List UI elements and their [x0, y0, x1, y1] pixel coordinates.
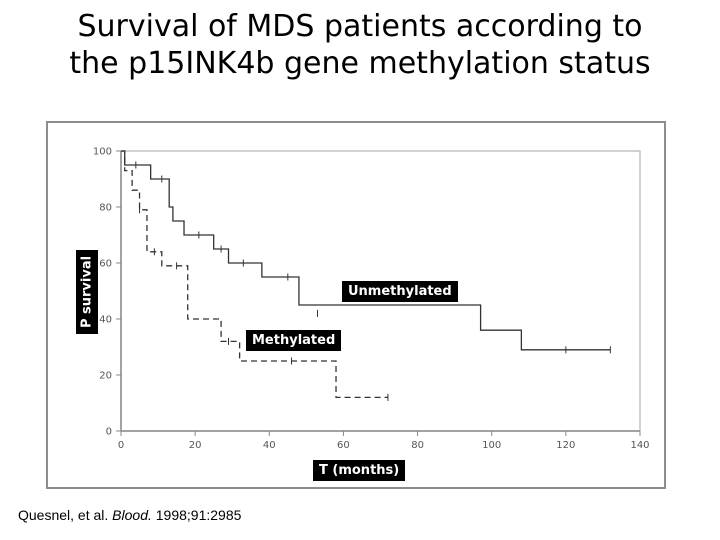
x-tick-label: 40 — [263, 440, 276, 451]
figure-frame — [46, 121, 666, 489]
series-lines — [121, 150, 611, 401]
x-tick-label: 20 — [189, 440, 202, 451]
y-axis-label: P survival — [76, 250, 98, 334]
axes — [120, 150, 641, 432]
x-axis-ticks: 0 20 40 60 80 100 120 140 — [118, 431, 650, 451]
series-line-unmethylated — [121, 150, 611, 351]
citation-journal: Blood. — [112, 507, 152, 523]
y-tick-label: 20 — [99, 371, 112, 382]
x-tick-label: 100 — [482, 440, 501, 451]
x-axis-label: T (months) — [313, 460, 406, 481]
annotation-methylated: Methylated — [246, 330, 342, 351]
citation-authors: Quesnel, et al. — [18, 507, 109, 523]
y-tick-label: 60 — [99, 259, 112, 270]
y-tick-label: 0 — [106, 427, 112, 438]
annotation-methylated-text: Methylated — [252, 333, 336, 348]
y-tick-label: 100 — [93, 147, 112, 158]
y-tick-label: 40 — [99, 315, 112, 326]
x-tick-label: 60 — [337, 440, 350, 451]
x-tick-label: 120 — [556, 440, 575, 451]
citation: Quesnel, et al. Blood. 1998;91:2985 — [18, 507, 241, 523]
series-line-methylated — [121, 150, 388, 399]
x-tick-label: 80 — [411, 440, 424, 451]
y-axis-label-text: P survival — [79, 255, 95, 329]
x-axis-label-text: T (months) — [319, 463, 400, 478]
annotation-unmethylated: Unmethylated — [342, 281, 458, 302]
y-tick-label: 80 — [99, 203, 112, 214]
x-tick-label: 0 — [118, 440, 124, 451]
y-axis-ticks: 0 20 40 60 80 100 — [93, 147, 121, 438]
slide-title: Survival of MDS patients according to th… — [69, 9, 651, 81]
citation-details: 1998;91:2985 — [151, 507, 242, 523]
x-tick-label: 140 — [630, 440, 649, 451]
annotation-unmethylated-text: Unmethylated — [348, 284, 452, 299]
